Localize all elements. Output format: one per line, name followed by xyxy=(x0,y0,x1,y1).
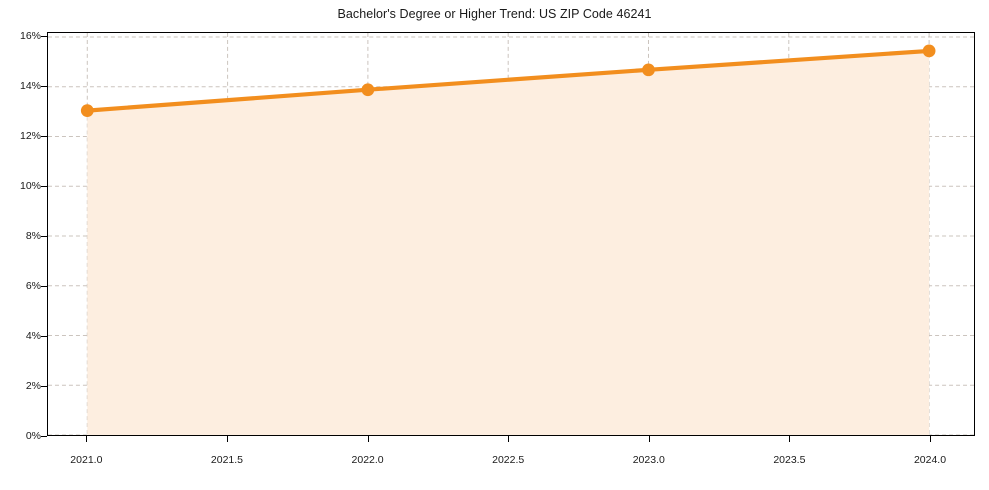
x-tick-label: 2023.5 xyxy=(773,454,806,466)
y-tick-label: 14% xyxy=(19,79,41,92)
x-tick-mark xyxy=(86,436,88,442)
y-tick-label: 12% xyxy=(19,129,41,142)
area-fill xyxy=(87,50,930,435)
x-tick-label: 2022.5 xyxy=(492,454,525,466)
x-axis-tick-labels: 2021.0 2021.5 2022.0 2022.5 2023.0 2023.5 2024… xyxy=(0,455,989,475)
x-tick-mark xyxy=(226,436,228,442)
x-tick-mark xyxy=(648,436,650,442)
y-tick-label: 6% xyxy=(25,279,41,292)
x-tick-mark xyxy=(367,436,369,442)
y-axis-tick-labels: 0% 2% 4% 6% 8% 10% 12% 14% 16% xyxy=(0,0,41,490)
y-tick-mark xyxy=(41,436,47,437)
plot-svg xyxy=(48,33,974,435)
x-tick-label: 2022.0 xyxy=(351,454,384,466)
x-tick-mark xyxy=(789,436,791,442)
x-tick-label: 2021.0 xyxy=(70,454,103,466)
y-tick-label: 16% xyxy=(19,29,41,42)
plot-area xyxy=(47,32,975,436)
y-tick-label: 2% xyxy=(25,379,41,392)
x-tick-mark xyxy=(930,436,931,442)
x-tick-label: 2023.0 xyxy=(632,454,665,466)
y-tick-label: 0% xyxy=(25,429,41,442)
y-tick-label: 4% xyxy=(25,329,41,342)
x-tick-label: 2024.0 xyxy=(913,454,947,466)
data-line xyxy=(85,48,932,113)
x-tick-label: 2021.5 xyxy=(210,454,244,466)
chart-title: Bachelor's Degree or Higher Trend: US ZI… xyxy=(337,7,652,21)
y-tick-label: 10% xyxy=(19,179,41,192)
y-tick-label: 8% xyxy=(25,229,41,242)
data-markers xyxy=(80,44,936,117)
x-tick-mark xyxy=(508,436,510,442)
